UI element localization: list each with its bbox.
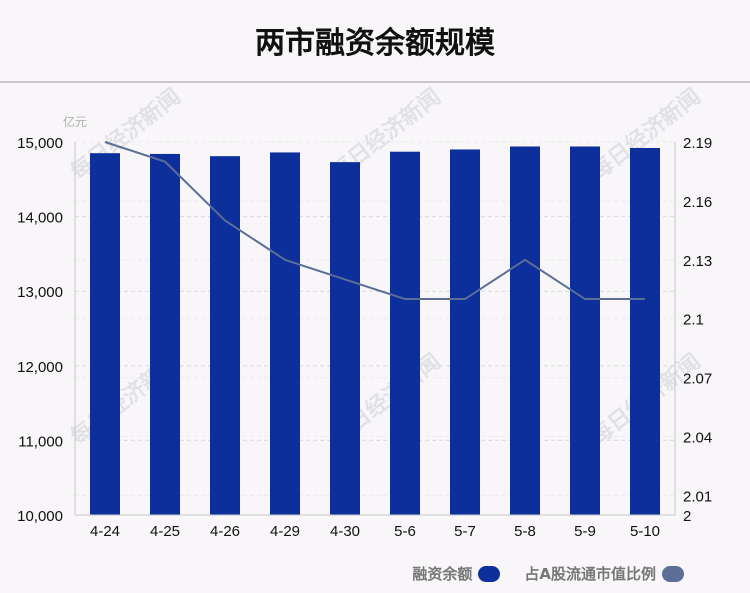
y-right-tick-label: 2.16 <box>683 194 712 211</box>
x-tick-label: 4-25 <box>150 523 180 540</box>
bar <box>630 147 660 515</box>
x-tick-label: 4-29 <box>270 523 300 540</box>
bar <box>450 149 480 515</box>
bar <box>150 153 180 515</box>
y-right-tick-label: 2.13 <box>683 253 712 270</box>
bar <box>390 151 420 515</box>
x-tick-label: 5-9 <box>574 523 596 540</box>
legend-label-balance: 融资余额 <box>412 565 473 583</box>
legend: 融资余额 占A股流通市值比例 <box>396 563 684 584</box>
y-right-tick-label: 2.19 <box>683 135 712 152</box>
chart-title: 两市融资余额规模 <box>255 26 495 61</box>
y-left-tick-label: 14,000 <box>17 210 63 227</box>
bar <box>210 156 240 515</box>
bar <box>90 153 120 515</box>
legend-item-ratio[interactable]: 占A股流通市值比例 <box>524 563 684 584</box>
line-series <box>104 141 645 301</box>
y-left-tick-label: 11,000 <box>18 433 63 450</box>
x-tick-label: 4-24 <box>90 523 120 540</box>
x-tick-labels: 4-24 4-25 4-26 4-29 4-30 5-6 5-7 5-8 5-9 5-10 <box>90 523 660 540</box>
legend-swatch-ratio <box>662 565 684 582</box>
y-right-tick-label: 2.01 <box>683 488 712 505</box>
y-left-tick-label: 10,000 <box>17 508 63 525</box>
legend-swatch-balance <box>478 565 501 582</box>
y-right-tick-label: 2.07 <box>683 371 712 388</box>
bar <box>510 146 540 515</box>
bar <box>570 146 600 515</box>
bar <box>330 162 360 515</box>
left-axis-unit: 亿元 <box>63 114 87 129</box>
y-right-tick-label: 2.1 <box>683 312 704 329</box>
x-tick-label: 5-8 <box>514 523 536 540</box>
y-left-tick-label: 15,000 <box>17 135 63 152</box>
y-left-tick-label: 12,000 <box>17 359 63 376</box>
bar <box>270 152 300 515</box>
x-tick-label: 5-7 <box>454 523 476 540</box>
legend-label-ratio: 占A股流通市值比例 <box>524 565 656 583</box>
legend-item-balance[interactable]: 融资余额 <box>412 563 501 584</box>
axes <box>74 142 676 516</box>
y-right-tick-label: 2 <box>683 508 691 525</box>
y-right-tick-label: 2.04 <box>683 429 712 446</box>
y-left-tick-label: 13,000 <box>17 284 63 301</box>
ratio-line <box>104 141 645 301</box>
x-tick-label: 4-26 <box>210 523 240 540</box>
x-tick-label: 5-10 <box>630 523 660 540</box>
left-y-tick-labels: 10,000 11,000 12,000 13,000 14,000 15,000 <box>17 135 63 525</box>
title-divider <box>0 81 750 83</box>
x-tick-label: 4-30 <box>330 523 360 540</box>
x-tick-label: 5-6 <box>394 523 416 540</box>
right-y-tick-labels: 2 2.01 2.04 2.07 2.1 2.13 2.16 2.19 <box>683 135 712 525</box>
bar-series <box>90 146 660 515</box>
